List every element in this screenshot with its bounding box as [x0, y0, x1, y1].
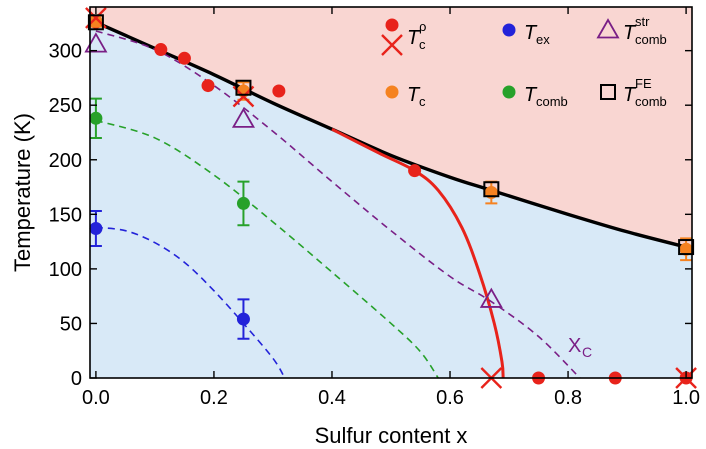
- legend-marker-circle: [502, 85, 516, 99]
- y-tick-label: 250: [49, 95, 82, 117]
- data-point-circle: [89, 222, 103, 236]
- legend-label: T: [407, 84, 421, 106]
- annotation-sub: C: [582, 344, 592, 360]
- green-dashed-curve: [95, 119, 439, 378]
- legend-marker-circle: [502, 23, 516, 37]
- legend-marker-circle: [385, 18, 399, 32]
- legend-label-sub: comb: [635, 94, 667, 109]
- legend-marker-circle: [385, 85, 399, 99]
- x-tick-label: 0.6: [436, 387, 464, 409]
- data-point-circle: [89, 111, 103, 125]
- legend-label-sup: FE: [635, 76, 652, 91]
- y-axis-label: Temperature (K): [10, 113, 35, 272]
- legend-label-sup: str: [635, 14, 650, 29]
- legend-label-sub: ex: [536, 32, 550, 47]
- data-point-square: [87, 14, 104, 31]
- data-point-circle: [154, 43, 168, 57]
- y-tick-label: 100: [49, 259, 82, 281]
- legend-marker-square: [600, 84, 616, 100]
- legend-label-sup: ρ: [419, 19, 426, 34]
- data-point-circle: [89, 14, 103, 28]
- data-point-triangle: [84, 32, 108, 53]
- data-point-triangle: [479, 287, 503, 308]
- legend-label: T: [623, 84, 637, 106]
- upper-phase-region: [90, 7, 692, 248]
- x-tick-label: 0.8: [554, 387, 582, 409]
- data-point-circle: [236, 312, 250, 326]
- data-point-circle: [408, 164, 422, 178]
- legend-label: T: [623, 22, 637, 44]
- legend-marker-cross: [381, 34, 403, 56]
- y-tick-label: 300: [49, 41, 82, 63]
- data-point-square: [678, 239, 695, 256]
- x-axis-label: Sulfur content x: [315, 423, 468, 448]
- legend-label-sub: comb: [635, 32, 667, 47]
- y-tick-label: 50: [60, 313, 82, 335]
- purple-dashed-curve: [95, 30, 581, 378]
- red-boundary-curve: [331, 127, 505, 378]
- x-tick-label: 0.0: [82, 387, 110, 409]
- data-point-circle: [679, 242, 693, 256]
- data-point-circle: [201, 79, 215, 93]
- x-tick-label: 0.2: [200, 387, 228, 409]
- black-boundary-curve: [95, 20, 687, 249]
- x-tick-label: 1.0: [672, 387, 700, 409]
- data-point-circle: [272, 84, 286, 98]
- x-tick-label: 0.4: [318, 387, 346, 409]
- y-tick-label: 0: [71, 368, 82, 390]
- annotation-text: X: [568, 335, 581, 357]
- data-point-circle: [236, 196, 250, 210]
- legend-label: T: [524, 22, 538, 44]
- legend-label: T: [407, 27, 421, 49]
- data-point-circle: [177, 51, 191, 65]
- data-point-triangle: [231, 107, 256, 128]
- y-tick-label: 150: [49, 204, 82, 226]
- y-tick-label: 200: [49, 150, 82, 172]
- legend-label-sub: c: [419, 37, 426, 52]
- data-point-square: [235, 79, 252, 96]
- data-point-square: [483, 181, 500, 198]
- legend-label-sub: comb: [536, 94, 568, 109]
- legend-label-sub: c: [419, 94, 426, 109]
- legend-label: T: [524, 84, 538, 106]
- legend-marker-triangle: [596, 18, 620, 39]
- plot-frame: [89, 6, 693, 379]
